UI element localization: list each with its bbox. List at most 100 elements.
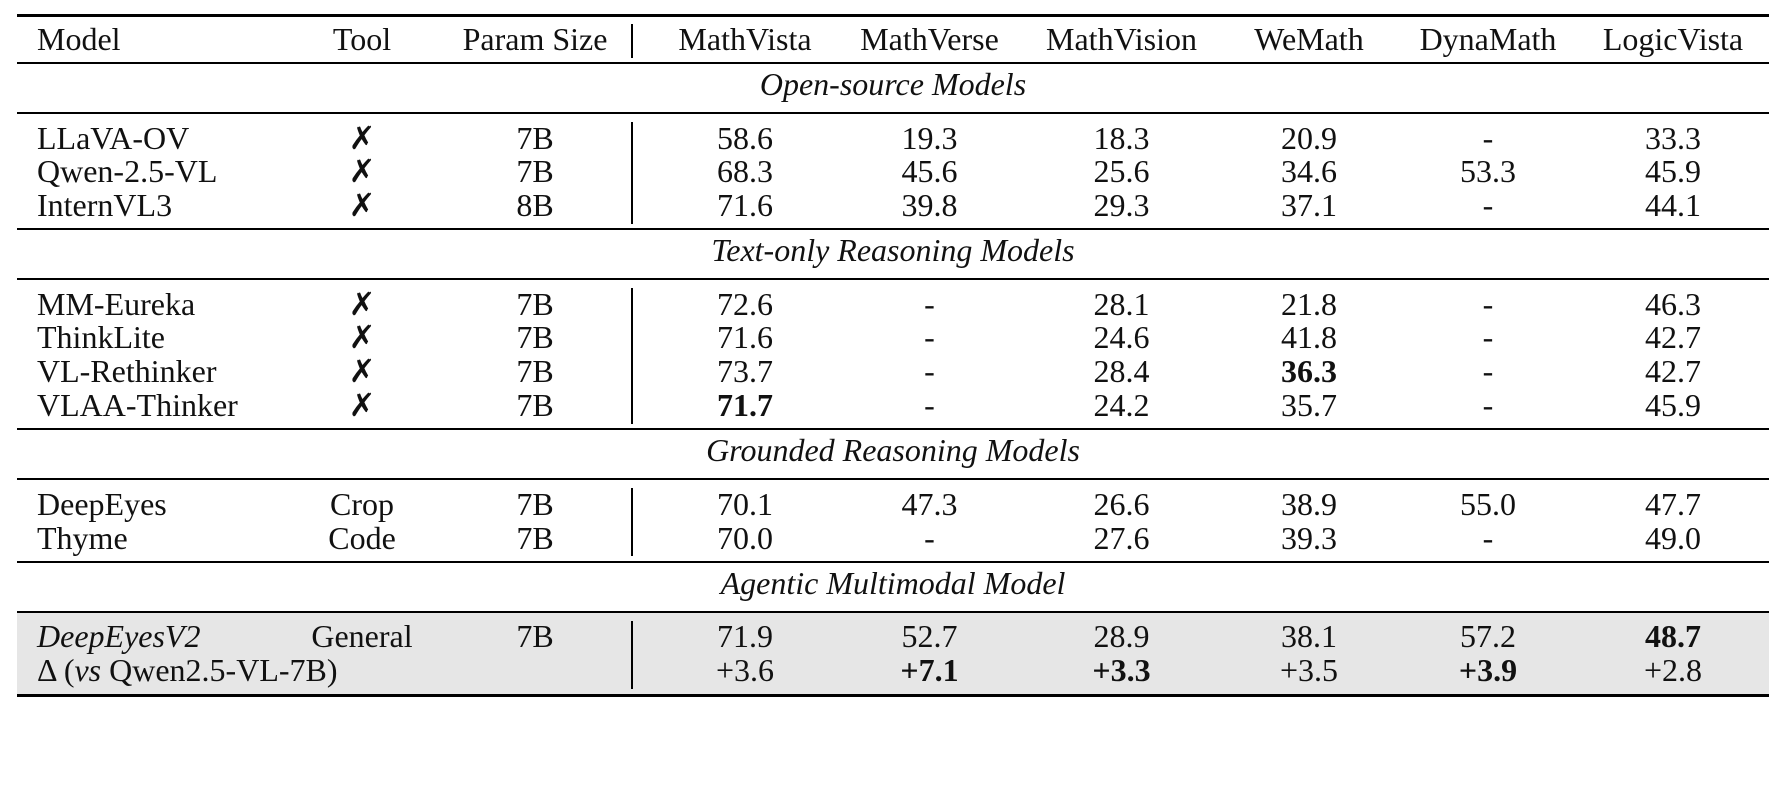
cell-mathvision: 29.3	[1093, 187, 1150, 223]
cell-dynamath: -	[1482, 387, 1494, 423]
cell-mathverse: +7.1	[900, 652, 959, 688]
cell-mathvision: 25.6	[1093, 153, 1150, 189]
cell-param: 7B	[516, 353, 554, 389]
cell-dynamath: +3.9	[1458, 652, 1518, 688]
vs-italic: vs	[74, 652, 102, 688]
column-divider	[631, 621, 633, 689]
cell-param: 8B	[516, 187, 554, 223]
cell-wemath: 38.1	[1281, 618, 1337, 654]
cell-dynamath: -	[1482, 520, 1494, 556]
cell-model: Qwen-2.5-VL	[37, 153, 218, 189]
cell-mathverse: 19.3	[901, 120, 958, 156]
cell-wemath: 41.8	[1281, 319, 1337, 355]
cell-mathvision: 28.9	[1093, 618, 1150, 654]
cell-mathvista: 73.7	[717, 353, 773, 389]
header-dynamath: DynaMath	[1419, 21, 1557, 57]
cell-mathvista: 72.6	[717, 286, 773, 322]
cell-logicvista: 44.1	[1645, 187, 1701, 223]
group-separator-rule	[17, 428, 1769, 430]
section-title: Agentic Multimodal Model	[720, 565, 1066, 601]
table-row: Δ (vs Qwen2.5-VL-7B) +3.6 +7.1 +3.3 +3.5 +3.9…	[17, 651, 1769, 690]
table-row: LLaVA-OV ✗ 7B 58.6 19.3 18.3 20.9 - 33.3	[17, 119, 1769, 158]
cell-param: 7B	[516, 153, 554, 189]
cell-tool: Code	[328, 520, 396, 556]
header-wemath: WeMath	[1254, 21, 1364, 57]
cell-wemath: 35.7	[1281, 387, 1337, 423]
cell-dynamath: -	[1482, 319, 1494, 355]
cell-wemath: 34.6	[1281, 153, 1337, 189]
cell-tool: ✗	[348, 387, 376, 423]
table-row: InternVL3 ✗ 8B 71.6 39.8 29.3 37.1 - 44.1	[17, 186, 1769, 225]
table-row: DeepEyes Crop 7B 70.1 47.3 26.6 38.9 55.0 47.7	[17, 485, 1769, 524]
cell-param: 7B	[516, 286, 554, 322]
column-divider	[631, 122, 633, 224]
cell-logicvista: 33.3	[1645, 120, 1701, 156]
cell-mathverse: 47.3	[901, 486, 958, 522]
cell-wemath: 20.9	[1281, 120, 1337, 156]
section-title: Open-source Models	[759, 66, 1027, 102]
cell-model: MM-Eureka	[37, 286, 196, 322]
cell-param: 7B	[516, 120, 554, 156]
bottom-rule	[17, 694, 1769, 697]
cell-tool: ✗	[348, 319, 376, 355]
cell-mathverse: 39.8	[901, 187, 958, 223]
section-title: Grounded Reasoning Models	[706, 432, 1080, 468]
cell-param: 7B	[516, 319, 554, 355]
cell-param	[445, 651, 625, 690]
cell-mathvista: 68.3	[717, 153, 773, 189]
table-row: VL-Rethinker ✗ 7B 73.7 - 28.4 36.3 - 42.7	[17, 352, 1769, 391]
cell-mathvista: 58.6	[717, 120, 773, 156]
cell-logicvista: 46.3	[1645, 286, 1701, 322]
cell-mathvision: 28.4	[1093, 353, 1150, 389]
cell-dynamath: 53.3	[1460, 153, 1516, 189]
group-separator-rule	[17, 228, 1769, 230]
cell-wemath: 37.1	[1281, 187, 1337, 223]
cell-model: InternVL3	[37, 187, 173, 223]
header-mathvista: MathVista	[678, 21, 812, 57]
header-mathverse: MathVerse	[860, 21, 999, 57]
cell-mathverse: 52.7	[901, 618, 958, 654]
cell-logicvista: 42.7	[1645, 319, 1701, 355]
cell-tool: ✗	[348, 353, 376, 389]
cell-wemath: 21.8	[1281, 286, 1337, 322]
highlight-row-background	[17, 612, 1769, 694]
cell-mathvision: 26.6	[1093, 486, 1150, 522]
cell-model: VL-Rethinker	[37, 353, 217, 389]
table-header-row: Model Tool Param Size MathVista MathVers…	[17, 20, 1769, 59]
cell-tool: Crop	[330, 486, 394, 522]
cell-model: Thyme	[37, 520, 128, 556]
cell-mathvista: 71.9	[717, 618, 773, 654]
header-param-size: Param Size	[462, 21, 608, 57]
cell-logicvista: 42.7	[1645, 353, 1701, 389]
cell-dynamath: -	[1482, 187, 1494, 223]
cell-dynamath: -	[1482, 353, 1494, 389]
cell-model: DeepEyes	[37, 486, 167, 522]
cell-mathverse: -	[924, 286, 935, 322]
section-title: Text-only Reasoning Models	[711, 232, 1075, 268]
cell-mathverse: -	[924, 387, 935, 423]
group-separator-rule	[17, 561, 1769, 563]
section-rule	[17, 278, 1769, 280]
cell-wemath: 39.3	[1281, 520, 1337, 556]
header-model: Model	[37, 21, 121, 57]
cell-model: LLaVA-OV	[37, 120, 190, 156]
cell-mathverse: 45.6	[901, 153, 958, 189]
cell-mathvista: +3.6	[715, 652, 775, 688]
cell-logicvista: 45.9	[1645, 153, 1701, 189]
cell-mathvista: 70.0	[717, 520, 773, 556]
cell-model: VLAA-Thinker	[37, 387, 238, 423]
table-row: ThinkLite ✗ 7B 71.6 - 24.6 41.8 - 42.7	[17, 318, 1769, 357]
header-mathvision: MathVision	[1046, 21, 1197, 57]
cell-mathvista: 70.1	[717, 486, 773, 522]
cell-mathvista: 71.6	[717, 319, 773, 355]
cell-dynamath: -	[1482, 120, 1494, 156]
cell-tool: ✗	[348, 187, 376, 223]
cell-logicvista: 48.7	[1645, 618, 1701, 654]
cell-logicvista: 45.9	[1645, 387, 1701, 423]
cell-mathvision: +3.3	[1092, 652, 1151, 688]
cell-mathvision: 18.3	[1093, 120, 1150, 156]
cell-dynamath: -	[1482, 286, 1494, 322]
column-divider	[631, 488, 633, 556]
section-rule	[17, 611, 1769, 613]
cell-param: 7B	[516, 486, 554, 522]
